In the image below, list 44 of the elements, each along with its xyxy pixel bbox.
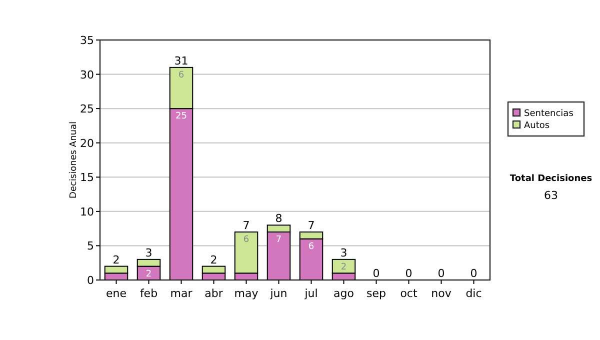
total-label: 7 [242, 219, 250, 232]
data-label: 7 [276, 235, 282, 245]
x-tick-label: dic [466, 287, 482, 300]
data-label: 25 [176, 112, 187, 122]
data-label: 6 [243, 235, 250, 245]
total-label: 3 [340, 246, 348, 260]
total-label: 0 [372, 267, 380, 280]
text: Total Decisiones [510, 174, 592, 184]
x-tick-label: abr [204, 287, 224, 300]
data-label: 6 [308, 242, 314, 252]
y-tick-label: 30 [80, 68, 94, 82]
total-label: 3 [145, 246, 152, 260]
x-tick-label: ago [334, 287, 354, 300]
x-tick-label: may [234, 287, 259, 300]
y-tick-label: 10 [80, 205, 94, 218]
y-tick-label: 5 [87, 240, 94, 253]
total-label: 8 [275, 212, 282, 226]
y-tick-label: 35 [80, 34, 94, 47]
y-tick-label: 0 [87, 274, 94, 287]
x-tick-label: nov [431, 287, 452, 300]
x-tick-label: oct [400, 287, 418, 300]
text: 63 [544, 189, 558, 202]
total-label: 0 [470, 267, 478, 280]
total-label: 7 [308, 219, 315, 232]
data-label: 2 [340, 262, 347, 272]
total-label: 31 [174, 54, 188, 68]
legend-label: Sentencias [524, 109, 574, 119]
x-tick-label: feb [140, 287, 158, 300]
x-tick-label: jun [269, 287, 288, 300]
y-tick-label: 25 [80, 102, 94, 116]
x-tick-label: sep [366, 287, 386, 300]
x-tick-label: ene [106, 287, 127, 300]
x-tick-label: mar [170, 287, 193, 300]
total-label: 0 [438, 267, 445, 280]
total-label: 2 [112, 253, 120, 266]
data-label: 2 [146, 269, 152, 280]
y-axis-title: Decisiones Anual [69, 122, 79, 198]
total-label: 2 [210, 253, 218, 266]
y-tick-label: 15 [80, 171, 94, 184]
data-label: 6 [178, 70, 184, 80]
legend-label: Autos [524, 121, 550, 131]
x-tick-label: jul [304, 287, 318, 300]
y-tick-label: 20 [80, 136, 94, 150]
total-label: 0 [405, 267, 412, 280]
